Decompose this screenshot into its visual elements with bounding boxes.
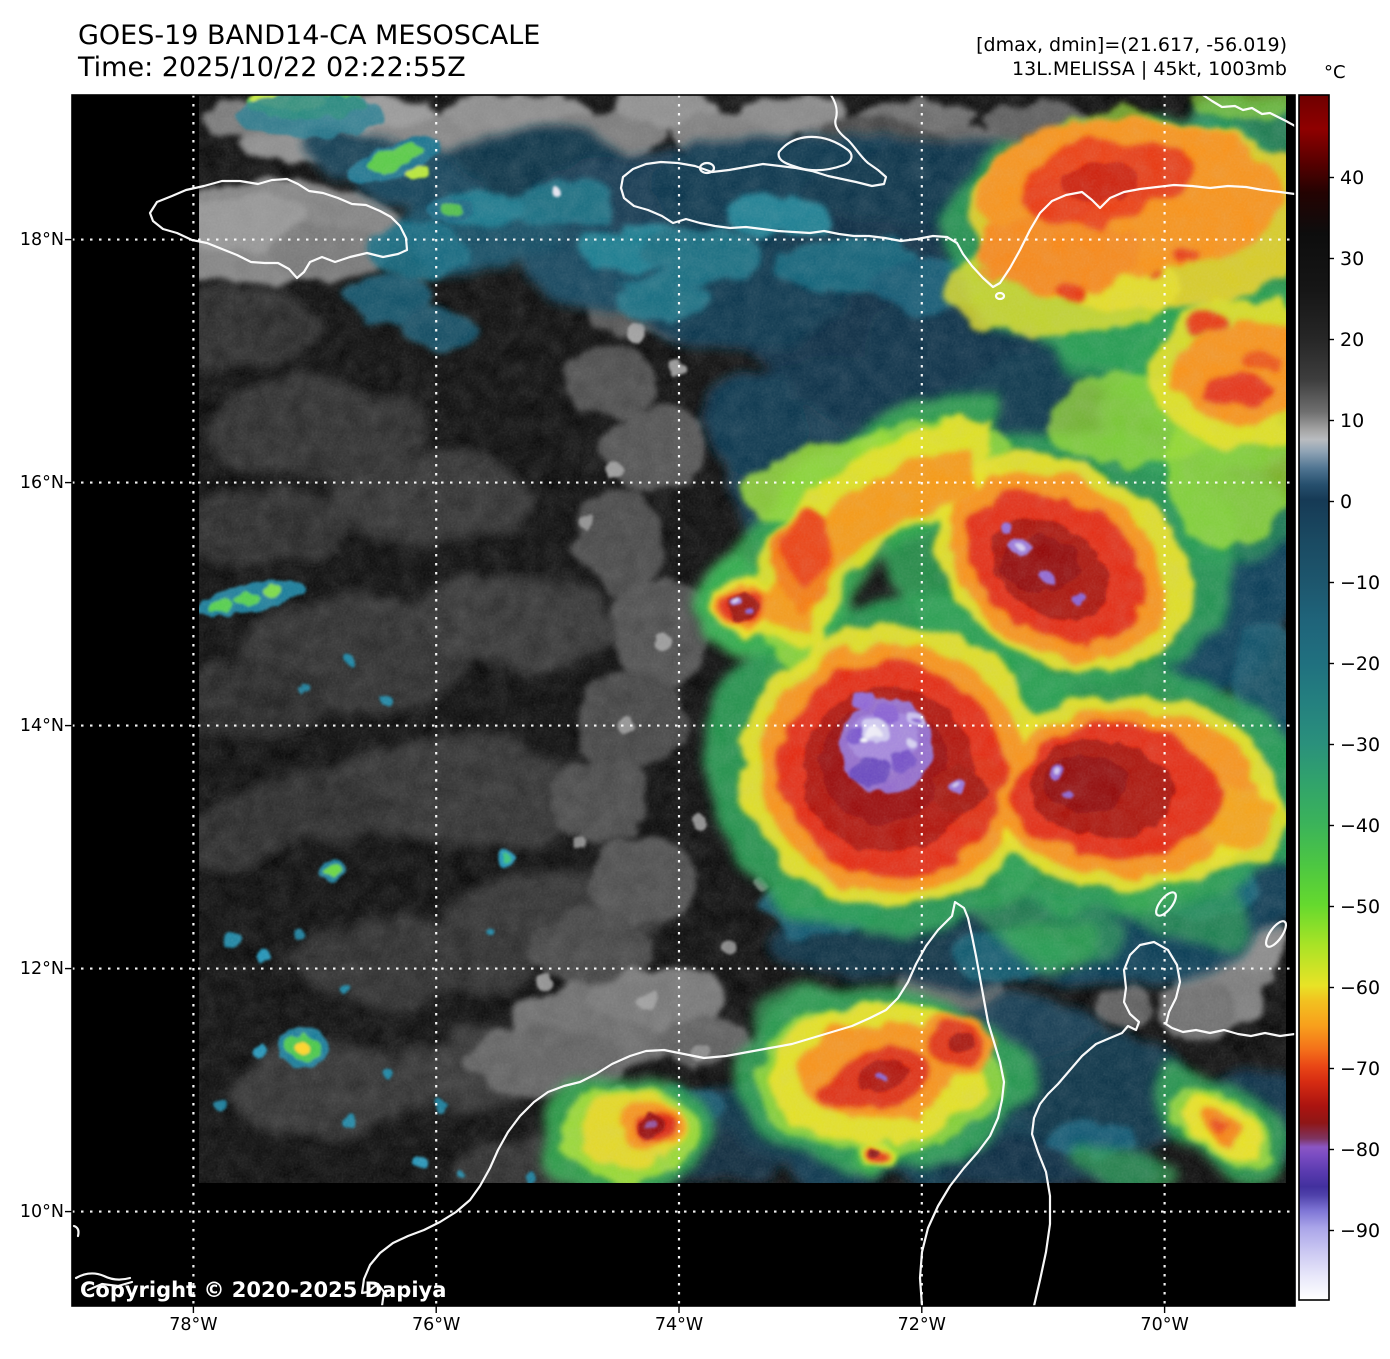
colorbar-unit-label: °C (1324, 62, 1346, 83)
latitude-tick-label: 18°N (19, 229, 64, 250)
graticule-gridlines (72, 95, 1295, 1306)
colorbar-tick-label: −10 (1340, 571, 1381, 594)
colorbar-tick-label: 20 (1340, 328, 1365, 351)
hispaniola-coastline (619, 95, 1295, 289)
longitude-tick-label: 78°W (169, 1315, 218, 1335)
dr-north-coastline (1201, 95, 1295, 128)
small-islands-coastline (72, 1224, 134, 1292)
temperature-colorbar (1298, 94, 1330, 1301)
latitude-tick-label: 16°N (19, 472, 64, 493)
colorbar-tick-label: −20 (1340, 652, 1381, 675)
plot-frame (71, 94, 1296, 1307)
dmax-dmin-annotation: [dmax, dmin]=(21.617, -56.019) (976, 34, 1287, 56)
longitude-tick-label: 74°W (654, 1315, 704, 1335)
latitude-tick-label: 10°N (19, 1201, 64, 1222)
colorbar-tick-label: −60 (1340, 976, 1381, 999)
storm-info-annotation: 13L.MELISSA | 45kt, 1003mb (1012, 58, 1287, 80)
axis-tick-marks (65, 176, 1334, 1313)
figure-timestamp: Time: 2025/10/22 02:22:55Z (78, 52, 466, 83)
colorbar-tick-label: −80 (1340, 1138, 1381, 1161)
figure-title: GOES-19 BAND14-CA MESOSCALE (78, 20, 541, 51)
copyright-watermark: Copyright © 2020-2025 Dapiya (80, 1278, 447, 1302)
colorbar-tick-label: 10 (1340, 409, 1365, 432)
colorbar-tick-label: 40 (1340, 166, 1365, 189)
colorbar-tick-label: −70 (1340, 1057, 1381, 1080)
colorbar-tick-label: 30 (1340, 247, 1365, 270)
coastline-layer (72, 95, 1295, 1306)
curacao-island-coastline (1264, 920, 1288, 948)
gonave-island-coastline (777, 135, 853, 172)
cayemite-island-coastline (698, 161, 716, 175)
colorbar-tick-label: −90 (1340, 1219, 1381, 1242)
colorbar-tick-label: −40 (1340, 814, 1381, 837)
longitude-tick-label: 70°W (1140, 1315, 1189, 1335)
beata-island-coastline (994, 291, 1006, 301)
jamaica-coastline (148, 177, 409, 280)
satellite-data-region (199, 95, 1286, 1183)
venezuela-coastline (1030, 940, 1295, 1306)
latitude-tick-label: 12°N (19, 958, 64, 979)
colorbar-tick-label: −50 (1340, 895, 1381, 918)
colorbar-tick-label: 0 (1340, 490, 1353, 513)
fine-grain-texture (199, 95, 1286, 1183)
longitude-tick-label: 76°W (412, 1315, 461, 1335)
longitude-tick-label: 72°W (897, 1315, 946, 1335)
aruba-island-coastline (1155, 891, 1177, 917)
colorbar-tick-label: −30 (1340, 733, 1381, 756)
colombia-guajira-coastline (360, 900, 1006, 1306)
latitude-tick-label: 14°N (19, 715, 64, 736)
